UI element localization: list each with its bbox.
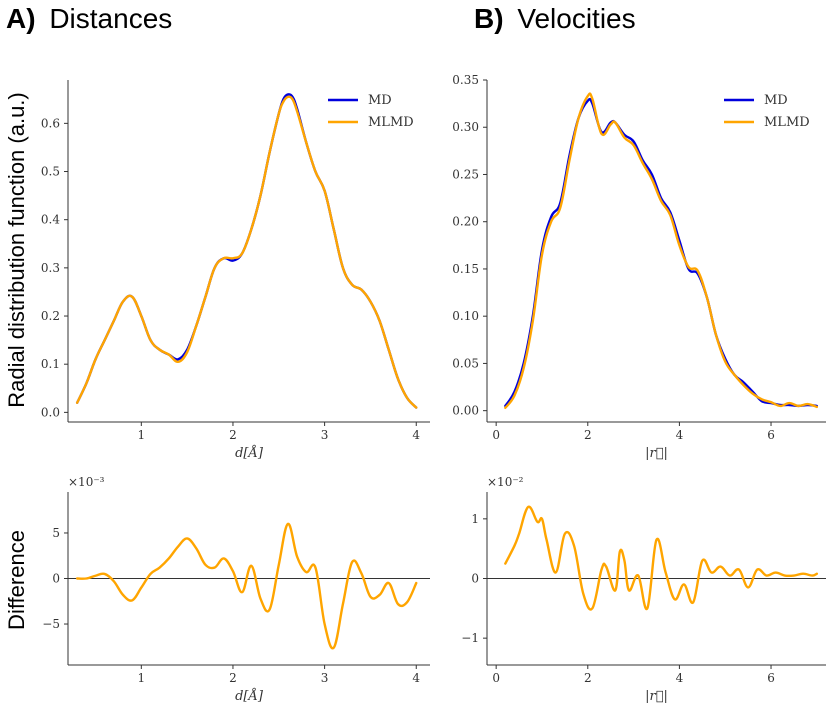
y-tick-label: 0.10 bbox=[452, 309, 479, 323]
panel-a-text: Distances bbox=[49, 3, 172, 34]
y-tick-label: −1 bbox=[461, 631, 479, 645]
chart-b_top: 0 2 4 6 0.00 0.05 0.10 0.15 0.20 0.25 0.30 0.35 |r⃗|… bbox=[452, 73, 826, 461]
y-tick-label: 0.20 bbox=[452, 215, 479, 229]
y-tick-label: 0.2 bbox=[41, 309, 60, 323]
panel-a-title: A) Distances bbox=[6, 3, 172, 34]
legend-label-mlmd: MLMD bbox=[368, 115, 414, 130]
x-tick-label: 4 bbox=[412, 671, 420, 685]
x-tick-label: 6 bbox=[767, 671, 775, 685]
x-tick-label: 2 bbox=[584, 428, 592, 442]
y-tick-label: 0.3 bbox=[41, 261, 60, 275]
x-axis-label: |r⃗| bbox=[645, 446, 668, 461]
panel-b-text: Velocities bbox=[517, 3, 635, 34]
x-tick-label: 0 bbox=[492, 671, 500, 685]
legend-label-mlmd: MLMD bbox=[764, 115, 810, 130]
x-axis-label: d[Å] bbox=[235, 445, 264, 461]
y-tick-label: 0.00 bbox=[452, 404, 479, 418]
y-tick-label: 0.1 bbox=[41, 357, 60, 371]
y-tick-label: 5 bbox=[52, 526, 60, 540]
y-tick-label: 0.35 bbox=[452, 73, 479, 87]
legend-label-md: MD bbox=[764, 93, 788, 108]
y-tick-label: 0.6 bbox=[41, 116, 60, 130]
x-tick-label: 3 bbox=[321, 428, 329, 442]
legend-label-md: MD bbox=[368, 93, 392, 108]
y-tick-label: −5 bbox=[42, 617, 60, 631]
y-tick-label: 0.25 bbox=[452, 167, 479, 181]
y-label-difference: Difference bbox=[4, 530, 29, 630]
chart-b_bottom: 0 2 4 6 −1 0 1 |r⃗| ×10⁻² bbox=[461, 475, 826, 704]
x-tick-label: 6 bbox=[767, 428, 775, 442]
y-tick-label: 0.05 bbox=[452, 356, 479, 370]
axis-multiplier: ×10⁻² bbox=[487, 475, 524, 489]
chart-a_top: 1 2 3 4 0.0 0.1 0.2 0.3 0.4 0.5 0.6 d[Å] MD MLMD bbox=[41, 80, 430, 461]
chart-a_bottom: 1 2 3 4 −5 0 5 d[Å] ×10⁻³ bbox=[42, 475, 430, 704]
x-tick-label: 4 bbox=[676, 671, 684, 685]
series-line-md bbox=[75, 93, 418, 409]
x-tick-label: 2 bbox=[584, 671, 592, 685]
y-tick-label: 0 bbox=[471, 572, 479, 586]
y-label-rdf: Radial distribution function (a.u.) bbox=[4, 92, 29, 408]
x-tick-label: 4 bbox=[412, 428, 420, 442]
x-tick-label: 1 bbox=[137, 428, 145, 442]
x-tick-label: 4 bbox=[676, 428, 684, 442]
x-tick-label: 2 bbox=[229, 671, 237, 685]
series-line-difference bbox=[75, 522, 418, 650]
panel-b-title: B) Velocities bbox=[474, 3, 636, 34]
y-tick-label: 0.5 bbox=[41, 165, 60, 179]
y-tick-label: 1 bbox=[471, 512, 479, 526]
x-axis-label: |r⃗| bbox=[645, 689, 668, 704]
y-tick-label: 0.0 bbox=[41, 405, 60, 419]
y-tick-label: 0.15 bbox=[452, 262, 479, 276]
x-tick-label: 3 bbox=[321, 671, 329, 685]
series-line-md bbox=[504, 97, 819, 408]
series-line-difference bbox=[504, 505, 819, 611]
y-tick-label: 0.30 bbox=[452, 120, 479, 134]
y-tick-label: 0 bbox=[52, 572, 60, 586]
axis-multiplier: ×10⁻³ bbox=[68, 475, 105, 489]
x-tick-label: 1 bbox=[137, 671, 145, 685]
x-tick-label: 0 bbox=[492, 428, 500, 442]
y-tick-label: 0.4 bbox=[41, 213, 60, 227]
panel-a-letter: A) bbox=[6, 3, 36, 34]
series-line-mlmd bbox=[75, 95, 418, 409]
panel-b-letter: B) bbox=[474, 3, 504, 34]
series-line-mlmd bbox=[504, 92, 819, 410]
x-tick-label: 2 bbox=[229, 428, 237, 442]
x-axis-label: d[Å] bbox=[235, 688, 264, 704]
